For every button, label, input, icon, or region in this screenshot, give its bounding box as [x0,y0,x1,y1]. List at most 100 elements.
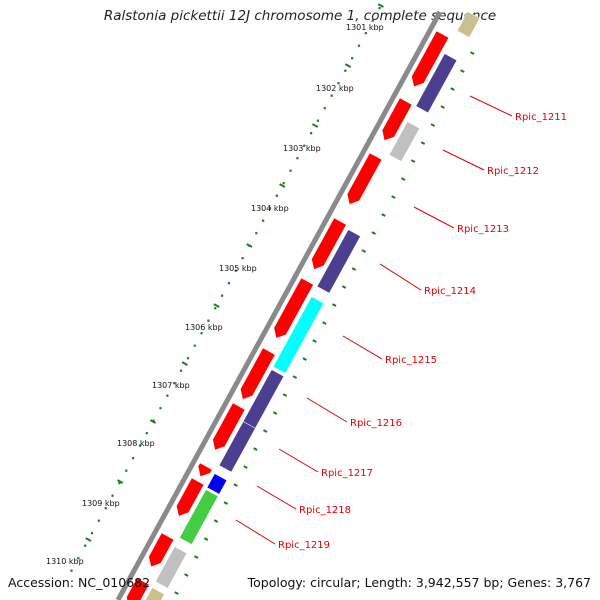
scale-dot [152,419,155,422]
scale-dot [234,269,237,272]
gene-arrow-forward[interactable] [311,217,347,270]
inner-tick [272,411,278,415]
gene-label-rpic-1216[interactable]: Rpic_1216 [350,418,402,429]
topology-summary: Topology: circular; Length: 3,942,557 bp… [247,575,591,590]
scale-dot [214,307,217,310]
gene-arrow-forward[interactable] [126,577,150,600]
leader-line [256,485,297,510]
gene-label-rpic-1217[interactable]: Rpic_1217 [321,468,373,479]
gene-arrow-forward[interactable] [273,277,314,339]
scale-dot [97,519,100,522]
scale-dot [262,219,265,222]
scale-dots [70,7,381,572]
scale-dot [289,169,292,172]
scale-dot [179,369,183,372]
gene-label-rpic-1213[interactable]: Rpic_1213 [457,224,509,235]
scale-dot [166,394,169,397]
leader-line [469,95,513,117]
leader-line [413,206,455,229]
map-title: Ralstonia pickettii 12J chromosome 1, co… [103,8,497,24]
scale-label-1308: 1308 kbp [117,439,155,448]
gene-label-group: Rpic_1211 Rpic_1212 Rpic_1213 Rpic_1214 … [278,112,567,551]
gene-block-khaki[interactable] [138,587,165,600]
scale-dot [193,344,196,347]
scale-dot [255,232,258,235]
inner-tick [371,231,376,235]
inner-tick [243,465,248,469]
scale-dot [275,194,278,197]
gene-block-khaki-top[interactable] [456,11,481,38]
gene-label-rpic-1219[interactable]: Rpic_1219 [278,540,330,551]
scale-dot [296,157,299,160]
gene-block-rpic-1215[interactable] [272,296,325,374]
scale-dot [357,44,361,47]
scale-major-tick [344,63,352,68]
inner-tick [430,123,436,127]
gene-arrow-forward[interactable] [212,402,246,451]
gene-block-rpic-1214[interactable] [316,229,361,294]
scale-dot [220,294,224,297]
inner-tick [233,483,238,487]
scale-dot [316,119,320,122]
scale-major-tick [181,361,188,366]
leader-line [306,397,348,423]
scale-label-1301: 1301 kbp [346,23,384,32]
scale-label-1309: 1309 kbp [82,499,120,508]
gene-arrow-forward[interactable] [411,30,450,88]
scale-dot [125,469,128,472]
inner-tick [263,429,268,433]
gene-label-rpic-1211[interactable]: Rpic_1211 [515,112,567,123]
scale-dot [186,357,189,360]
scale-dot [111,494,114,497]
gene-label-rpic-1212[interactable]: Rpic_1212 [487,166,539,177]
gene-block-rpic-1212[interactable] [388,121,421,162]
gene-arrow-forward[interactable] [197,462,213,478]
inner-tick [381,213,386,217]
inner-tick [302,357,307,361]
scale-dot [227,282,231,285]
inner-tick [184,573,189,577]
leader-line [442,149,485,171]
scale-dot [323,107,326,110]
inner-tick [203,537,209,541]
gene-block-rpic-1218[interactable] [206,473,228,495]
scale-label-1304: 1304 kbp [251,204,289,213]
leader-line [278,448,319,473]
gene-label-rpic-1218[interactable]: Rpic_1218 [299,505,351,516]
scale-label-1303: 1303 kbp [283,144,321,153]
scale-dot [337,82,340,85]
scale-dot [84,544,87,547]
inner-ticks [174,51,475,595]
scale-dot [241,257,244,260]
scale-dot [132,457,135,460]
inner-tick [351,267,357,271]
scale-major-tick [85,537,92,542]
scale-dot [118,482,121,485]
inner-tick [341,285,347,289]
gene-block-rpic-1217[interactable] [218,421,256,473]
gene-label-rpic-1214[interactable]: Rpic_1214 [424,286,476,297]
gene-block-rpic-1219[interactable] [179,489,219,545]
gene-arrow-forward[interactable] [148,532,175,568]
leader-lines [235,95,513,545]
scale-label-1302: 1302 kbp [316,84,354,93]
scale-dot [207,319,210,322]
scale-dot [77,557,80,560]
inner-tick [282,393,288,397]
gene-arrow-forward[interactable] [240,347,276,400]
gene-arrow-forward[interactable] [176,477,205,517]
gene-arrow-forward[interactable] [346,152,383,205]
accession-text: Accession: NC_010682 [8,575,151,590]
gene-label-rpic-1215[interactable]: Rpic_1215 [385,355,437,366]
scale-major-tick [213,303,220,308]
scale-dot [90,532,94,535]
gene-block-gray[interactable] [155,546,188,589]
gene-block-rpic-1211[interactable] [415,53,458,114]
gene-arrow-forward[interactable] [381,97,413,142]
scale-major-tick [377,3,384,8]
scale-major-tick [279,183,286,188]
scale-label-1305: 1305 kbp [219,264,257,273]
scale-dot [309,132,313,135]
scale-dot [159,407,162,410]
